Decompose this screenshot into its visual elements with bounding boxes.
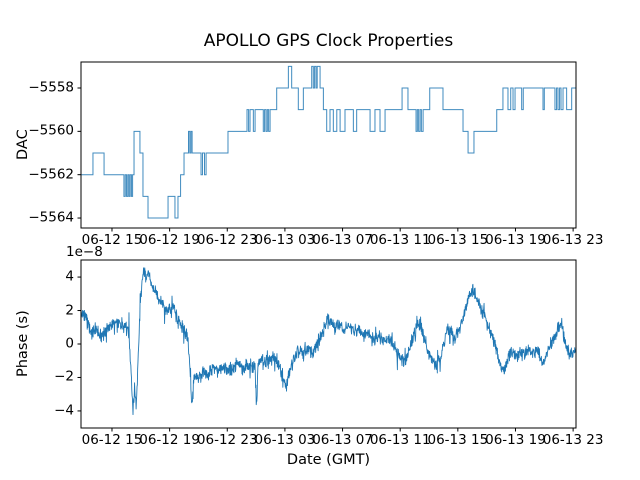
y-tick-label: 0 — [65, 335, 74, 352]
x-tick-label: 06-13 11 — [369, 432, 431, 448]
x-tick-label: 06-13 07 — [312, 232, 373, 248]
y-tick-label: −5564 — [28, 209, 74, 226]
phase-noise-line — [80, 267, 577, 416]
x-tick-label: 06-13 23 — [542, 232, 604, 248]
y-tick-label: −5560 — [28, 123, 74, 140]
y-tick-label: −5562 — [28, 166, 74, 183]
x-tick-label: 06-12 23 — [196, 232, 258, 248]
y-tick-label: −2 — [54, 369, 74, 386]
x-tick-label: 06-13 15 — [427, 232, 489, 248]
y-tick-label: −4 — [54, 402, 74, 419]
x-tick-label: 06-13 11 — [369, 232, 431, 248]
x-tick-label: 06-13 15 — [427, 432, 489, 448]
y-axis-offset-text: 1e−8 — [66, 244, 103, 260]
y-tick-label: 4 — [65, 268, 74, 285]
phase-axes-frame — [80, 259, 577, 429]
y-tick-label: 2 — [65, 302, 74, 319]
x-tick-label: 06-13 03 — [254, 432, 316, 448]
x-tick-label: 06-13 19 — [485, 432, 546, 448]
x-tick-label: 06-13 07 — [312, 432, 373, 448]
x-tick-label: 06-13 19 — [485, 232, 546, 248]
x-tick-label: 06-13 03 — [254, 232, 316, 248]
x-tick-label: 06-13 23 — [542, 432, 604, 448]
x-tick-label: 06-12 19 — [139, 232, 200, 248]
x-tick-label: 06-12 15 — [81, 432, 143, 448]
x-tick-label: 06-12 19 — [139, 432, 200, 448]
x-axis-label: Date (GMT) — [286, 452, 371, 468]
x-tick-label: 06-12 15 — [81, 232, 143, 248]
x-tick-label: 06-12 23 — [196, 432, 258, 448]
y-tick-label: −5558 — [28, 79, 74, 96]
chart-title: APOLLO GPS Clock Properties — [203, 31, 454, 51]
dac-step-line — [81, 65, 576, 219]
dac-axes-frame — [80, 61, 577, 229]
